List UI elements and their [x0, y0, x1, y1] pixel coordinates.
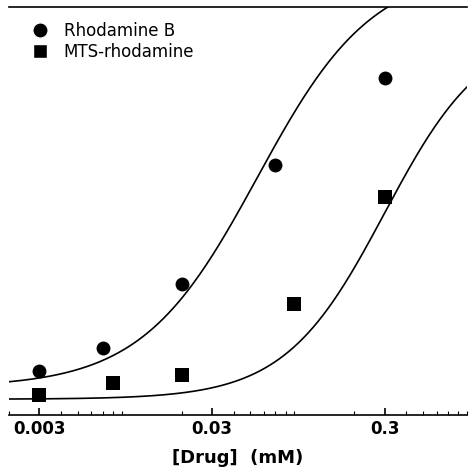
Point: [36, 392, 43, 399]
Point: [36, 368, 43, 375]
Point: [381, 193, 388, 201]
Point: [178, 372, 185, 379]
Point: [291, 301, 298, 308]
Point: [178, 281, 185, 288]
Point: [109, 380, 117, 387]
X-axis label: [Drug]  (mM): [Drug] (mM): [173, 449, 303, 467]
Point: [99, 344, 107, 352]
Point: [272, 162, 279, 169]
Point: [381, 74, 388, 82]
Legend: Rhodamine B, MTS-rhodamine: Rhodamine B, MTS-rhodamine: [17, 15, 201, 68]
